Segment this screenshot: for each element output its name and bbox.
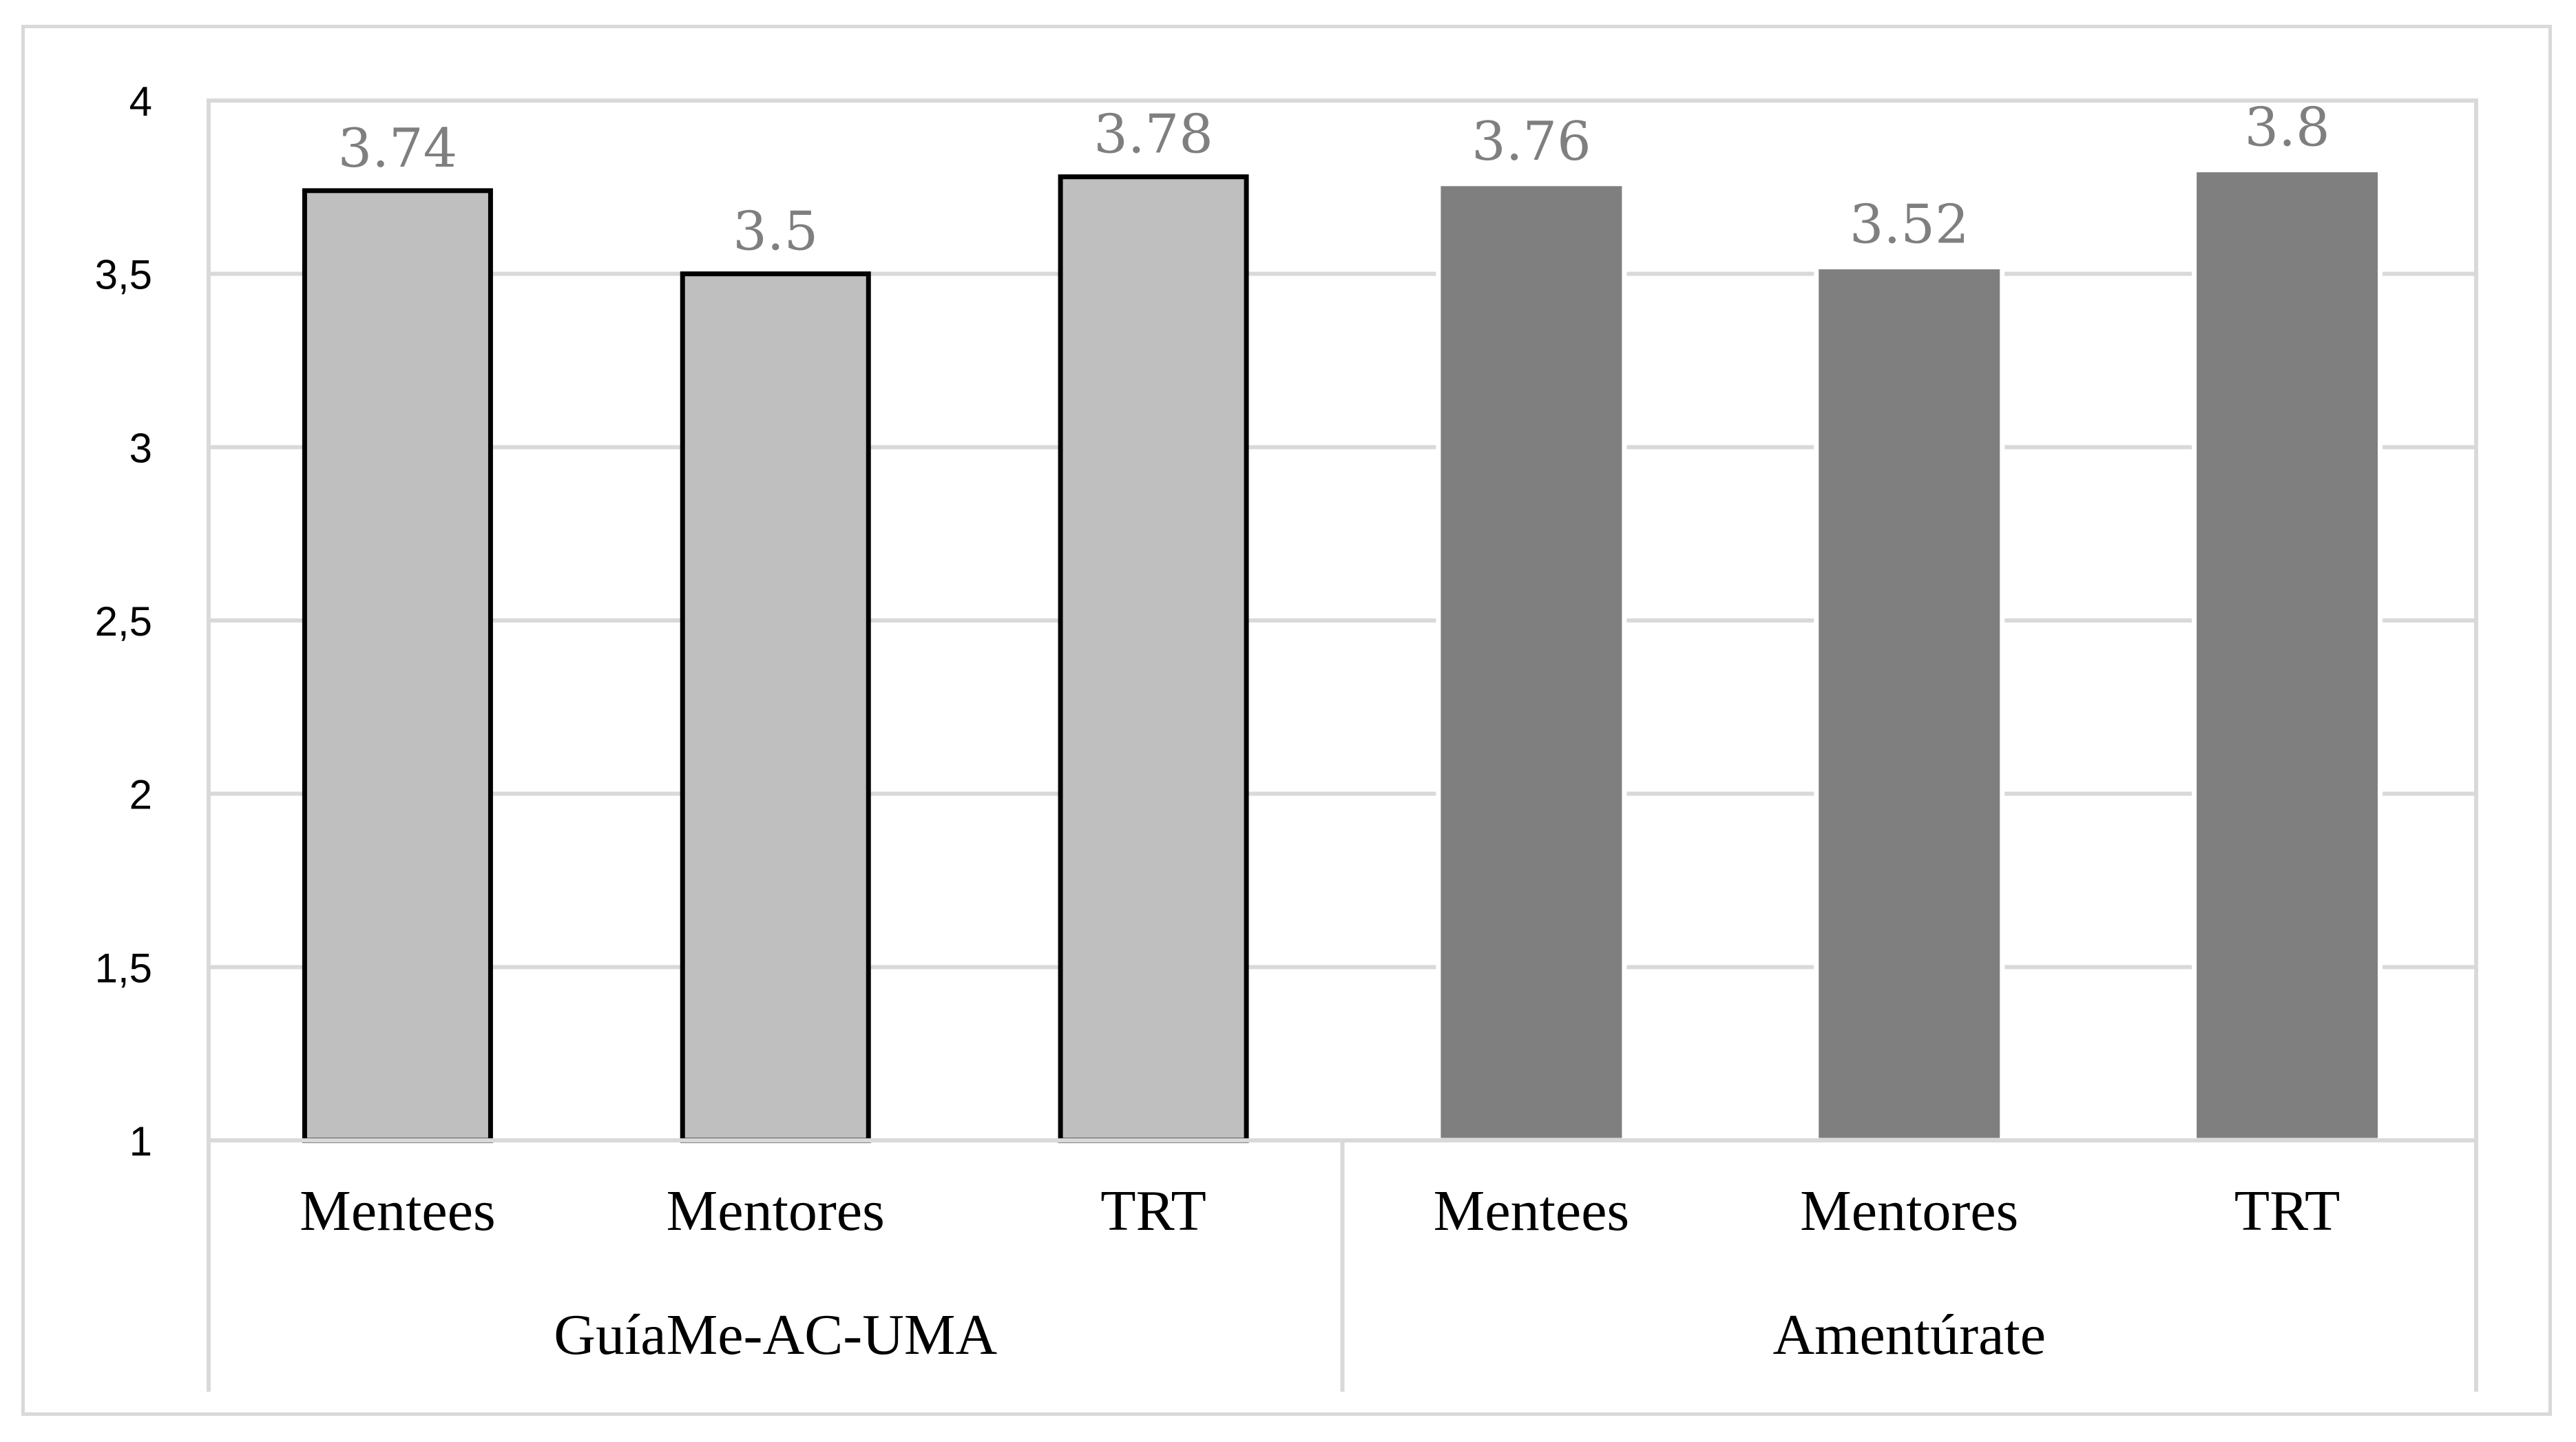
data-label: 3.8 [2245, 97, 2330, 159]
bars [302, 167, 2383, 1143]
y-tick-label: 3,5 [95, 252, 152, 298]
data-label: 3.76 [1472, 111, 1591, 173]
bar [1436, 181, 1627, 1143]
y-tick-label: 4 [129, 79, 152, 125]
bar [1814, 264, 2005, 1143]
data-label: 3.5 [733, 201, 818, 263]
bar [302, 188, 493, 1143]
bar [680, 271, 871, 1143]
category-label: Mentores [667, 1179, 885, 1243]
y-tick-label: 1 [129, 1118, 152, 1164]
y-tick-label: 1,5 [95, 945, 152, 991]
group-label: GuíaMe-AC-UMA [554, 1303, 997, 1367]
category-label: Mentores [1800, 1179, 2018, 1243]
category-label: TRT [1100, 1179, 1206, 1243]
data-label: 3.78 [1093, 104, 1213, 166]
x-axis: Mentees Mentores TRT GuíaMe-AC-UMA Mentees Me… [207, 98, 2478, 1392]
y-tick-label: 3 [129, 425, 152, 471]
bar [1058, 174, 1249, 1143]
category-label: TRT [2234, 1179, 2341, 1243]
data-label: 3.74 [338, 118, 458, 180]
bar-chart: 1 1,5 2 2,5 3 3,5 4 Mentees Mentores TRT GuíaMe-A… [95, 79, 2478, 1392]
data-labels: 3.74 3.5 3.78 3.76 3.52 3.8 [338, 97, 2330, 263]
category-label: Mentees [300, 1179, 496, 1243]
y-tick-label: 2,5 [95, 598, 152, 645]
chart-frame: 1 1,5 2 2,5 3 3,5 4 Mentees Mentores TRT GuíaMe-A… [21, 25, 2552, 1416]
y-axis-ticks: 1 1,5 2 2,5 3 3,5 4 [95, 79, 152, 1164]
category-label: Mentees [1434, 1179, 1630, 1243]
data-label: 3.52 [1850, 194, 1969, 256]
bar [2192, 167, 2383, 1143]
y-tick-label: 2 [129, 772, 152, 818]
gridlines [209, 98, 2476, 970]
group-label: Amentúrate [1773, 1303, 2046, 1367]
